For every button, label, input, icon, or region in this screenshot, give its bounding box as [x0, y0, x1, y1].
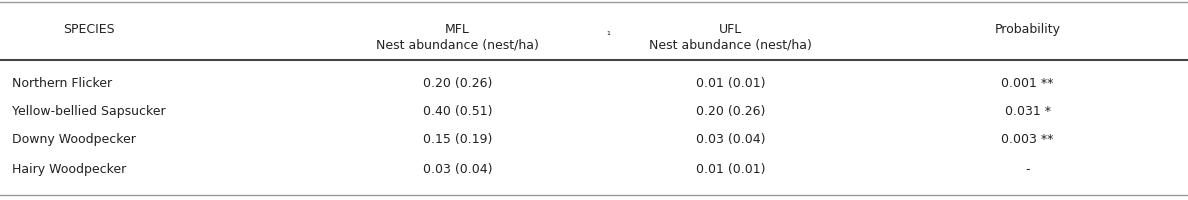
Text: UFL: UFL [719, 23, 742, 35]
Text: 0.40 (0.51): 0.40 (0.51) [423, 105, 492, 117]
Text: 0.20 (0.26): 0.20 (0.26) [423, 77, 492, 89]
Text: -: - [1025, 163, 1030, 175]
Text: Yellow-bellied Sapsucker: Yellow-bellied Sapsucker [12, 105, 165, 117]
Text: 0.001 **: 0.001 ** [1001, 77, 1054, 89]
Text: Downy Woodpecker: Downy Woodpecker [12, 133, 135, 145]
Text: Nest abundance (nest/ha): Nest abundance (nest/ha) [649, 39, 813, 51]
Text: Northern Flicker: Northern Flicker [12, 77, 112, 89]
Text: Hairy Woodpecker: Hairy Woodpecker [12, 163, 126, 175]
Text: 0.03 (0.04): 0.03 (0.04) [423, 163, 492, 175]
Text: SPECIES: SPECIES [63, 23, 115, 35]
Text: MFL: MFL [446, 23, 469, 35]
Text: 0.15 (0.19): 0.15 (0.19) [423, 133, 492, 145]
Text: 0.01 (0.01): 0.01 (0.01) [696, 163, 765, 175]
Text: 0.031 *: 0.031 * [1005, 105, 1050, 117]
Text: 0.01 (0.01): 0.01 (0.01) [696, 77, 765, 89]
Text: Nest abundance (nest/ha): Nest abundance (nest/ha) [375, 39, 539, 51]
Text: Probability: Probability [994, 23, 1061, 35]
Text: 0.003 **: 0.003 ** [1001, 133, 1054, 145]
Text: 0.03 (0.04): 0.03 (0.04) [696, 133, 765, 145]
Text: ¹: ¹ [606, 31, 609, 41]
Text: 0.20 (0.26): 0.20 (0.26) [696, 105, 765, 117]
